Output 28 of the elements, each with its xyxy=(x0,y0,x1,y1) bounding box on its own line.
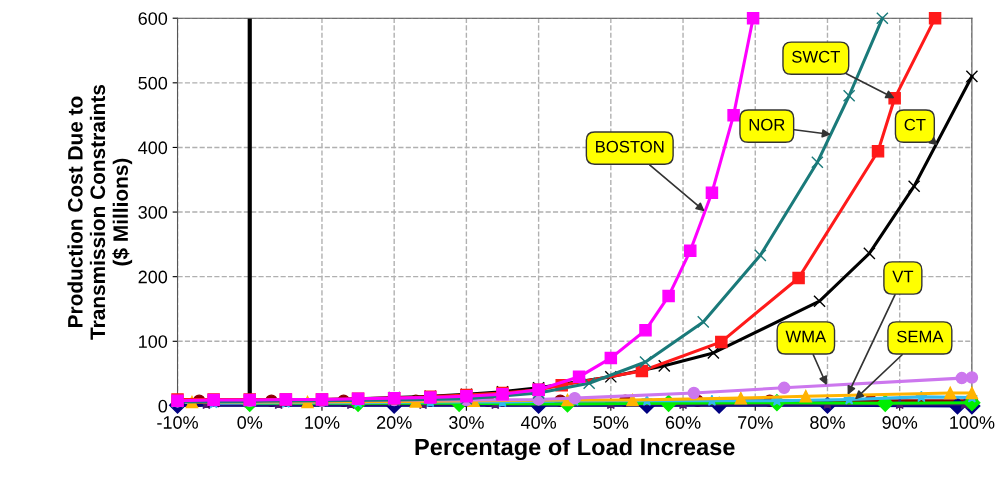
x-axis-title: Percentage of Load Increase xyxy=(415,438,735,461)
annotation: CT xyxy=(904,118,926,131)
x-tick-label: 0% xyxy=(237,416,263,429)
x-tick-label: -10% xyxy=(157,416,198,429)
x-tick-label: 70% xyxy=(738,416,773,429)
y-tick-label: 400 xyxy=(138,141,168,155)
x-tick-label: 20% xyxy=(377,416,412,429)
y-tick-label: 0 xyxy=(158,399,168,413)
annotation: BOSTON xyxy=(596,140,664,153)
annotation: NOR xyxy=(749,118,785,131)
annotation: WMA xyxy=(785,330,827,343)
x-tick-label: 100% xyxy=(950,416,995,429)
x-tick-label: 60% xyxy=(665,416,701,429)
annotation: SEMA xyxy=(897,330,944,343)
y-tick-label: 300 xyxy=(138,205,168,219)
x-tick-label: 30% xyxy=(449,416,484,429)
annotation: VT xyxy=(892,270,914,283)
y-tick-label: 600 xyxy=(138,12,168,25)
x-tick-label: 40% xyxy=(520,416,557,429)
y-tick-label: 200 xyxy=(138,270,168,284)
y-axis-title: Production Cost Due to Transmission Constraints ($ Millions) xyxy=(67,84,133,340)
y-tick-label: 500 xyxy=(138,76,168,90)
annotation: SWCT xyxy=(792,50,840,63)
y-tick-label: 100 xyxy=(139,335,168,348)
x-tick-label: 10% xyxy=(305,416,340,429)
x-tick-label: 90% xyxy=(882,416,918,429)
x-tick-label: 80% xyxy=(810,416,845,429)
x-tick-label: 50% xyxy=(593,416,629,429)
